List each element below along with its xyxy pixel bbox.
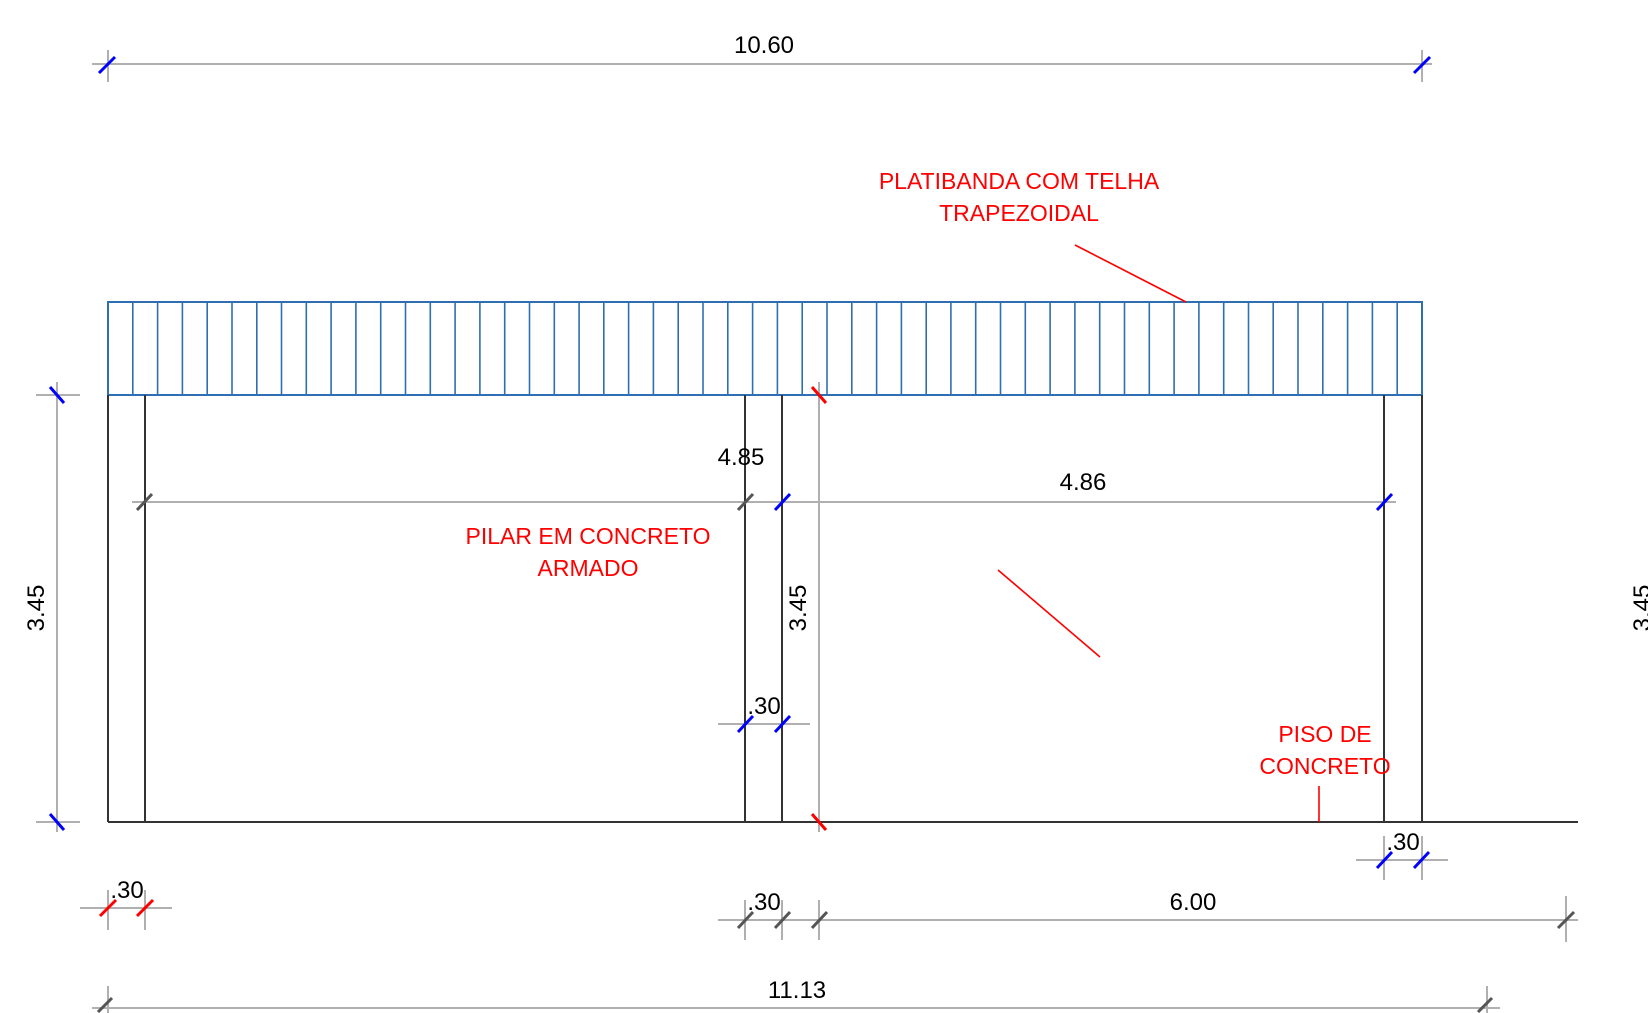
dim-top-total: 10.60 <box>92 32 1432 82</box>
dim-mid-spans: 4.85 4.86 <box>132 444 1396 512</box>
dim-top-total-label: 10.60 <box>734 32 794 59</box>
annotation-piso-line1: PISO DE <box>1278 721 1371 747</box>
dim-left-height-label: 3.45 <box>23 585 50 632</box>
dim-mid-height-label: 3.45 <box>785 585 812 632</box>
dim-bottom-left-pillar: .30 <box>80 877 172 930</box>
dim-bottom-total: 11.13 <box>92 977 1500 1013</box>
annotation-pilar-line2: ARMADO <box>538 555 639 581</box>
annotation-platibanda-line2: TRAPEZOIDAL <box>939 200 1099 226</box>
dim-right-pillar-width: .30 <box>1356 829 1448 880</box>
dim-bottom-span: .30 6.00 <box>718 889 1578 942</box>
dim-bottom-mid-pillar-label: .30 <box>747 889 780 916</box>
dim-mid-pillar-width-label: .30 <box>747 693 780 720</box>
dim-left-height: 3.45 <box>23 382 80 832</box>
annotation-piso-line2: CONCRETO <box>1259 753 1390 779</box>
platibanda-tiles <box>107 301 1423 396</box>
dim-mid-height: 3.45 <box>785 382 828 832</box>
annotation-pilar: PILAR EM CONCRETO ARMADO <box>466 523 1101 658</box>
annotation-piso: PISO DE CONCRETO <box>1259 721 1391 822</box>
dim-bottom-left-pillar-label: .30 <box>110 877 143 904</box>
dim-mid-span-right-label: 4.86 <box>1060 469 1107 496</box>
leader-pilar <box>997 569 1101 658</box>
annotation-pilar-line1: PILAR EM CONCRETO <box>466 523 711 549</box>
leader-platibanda <box>1074 244 1187 303</box>
structure <box>107 395 1578 823</box>
dim-bottom-total-label: 11.13 <box>768 977 826 1004</box>
dim-bottom-span-label: 6.00 <box>1170 889 1217 916</box>
dim-right-pillar-width-label: .30 <box>1386 829 1419 856</box>
annotation-platibanda-line1: PLATIBANDA COM TELHA <box>879 168 1160 194</box>
dim-mid-pillar-width: .30 <box>718 693 810 734</box>
dim-mid-span-left-label: 4.85 <box>718 444 765 471</box>
annotation-platibanda: PLATIBANDA COM TELHA TRAPEZOIDAL <box>879 168 1187 303</box>
dim-right-edge-height-label: 3.45 <box>1629 585 1648 632</box>
